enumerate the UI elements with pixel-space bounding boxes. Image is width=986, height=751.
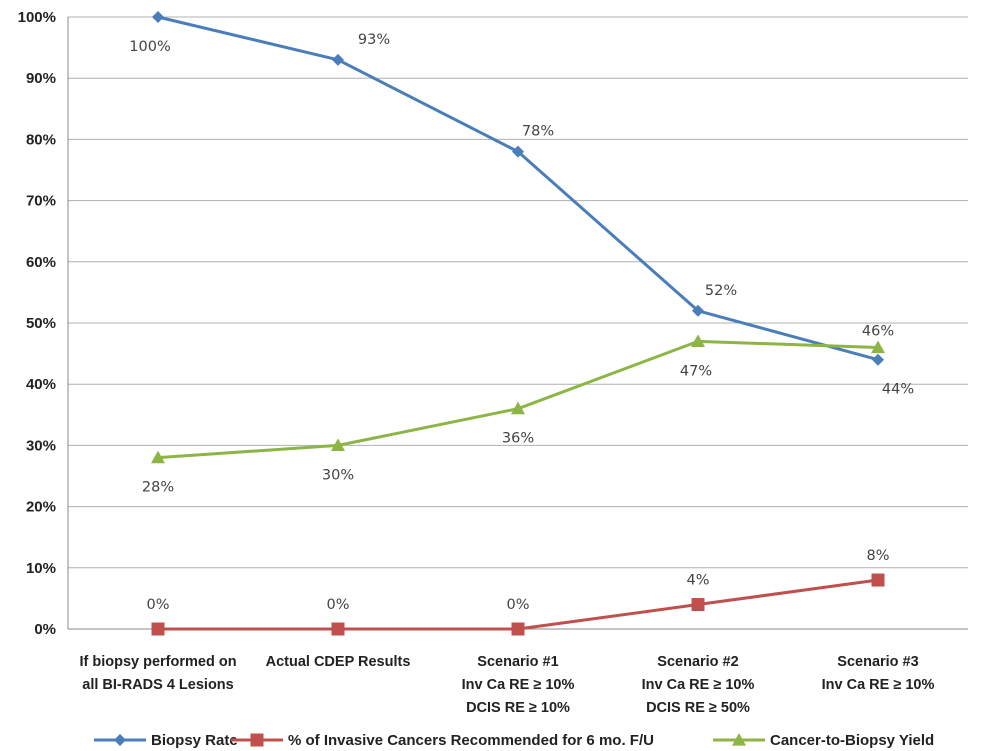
series-line-0 [157,15,879,362]
legend-label: Biopsy Rate [151,732,238,749]
x-category-label: DCIS RE ≥ 10% [466,700,570,716]
data-label: 4% [686,573,709,589]
data-point-1-3 [691,598,705,612]
data-point-1-2 [511,622,525,636]
x-category-label: Scenario #1 [477,654,558,670]
y-tick-label: 90% [26,70,56,87]
x-category-label: all BI-RADS 4 Lesions [82,677,233,693]
y-tick-label: 30% [26,437,56,454]
y-tick-label: 70% [26,193,56,210]
data-point-1-1 [331,622,345,636]
y-tick-label: 20% [26,499,56,516]
y-tick-label: 40% [26,376,56,393]
data-label: 28% [142,480,174,496]
data-point-2-1 [331,438,345,451]
data-label: 30% [322,467,354,483]
legend-label: % of Invasive Cancers Recommended for 6 … [288,732,654,749]
x-category-label: DCIS RE ≥ 50% [646,700,750,716]
data-label: 0% [326,597,349,613]
data-point-1-4 [871,573,885,587]
x-category-label: If biopsy performed on [79,654,236,670]
data-point-2-2 [511,401,525,415]
data-label: 78% [522,124,554,140]
x-category-label: Inv Ca RE ≥ 10% [642,677,755,693]
legend-marker-0 [114,734,126,746]
x-category-label: Inv Ca RE ≥ 10% [822,677,935,693]
data-label: 100% [129,39,170,55]
data-label: 52% [705,283,737,299]
y-tick-label: 10% [26,560,56,577]
data-point-0-1 [332,53,344,66]
data-point-0-4 [872,353,884,366]
data-label: 44% [882,382,914,398]
data-point-1-0 [151,622,165,636]
x-category-label: Actual CDEP Results [266,654,411,670]
data-point-2-4 [871,340,885,354]
data-label: 8% [866,548,889,564]
data-point-2-3 [691,334,705,347]
data-label: 47% [680,363,712,379]
y-tick-label: 0% [34,621,56,638]
data-point-2-0 [151,450,165,464]
y-tick-label: 50% [26,315,56,332]
legend-marker-1 [250,733,264,747]
y-tick-label: 100% [18,9,56,26]
data-label: 0% [146,597,169,613]
x-category-label: Scenario #2 [657,654,738,670]
x-category-label: Scenario #3 [837,654,918,670]
data-label: 46% [862,323,894,339]
data-label: 36% [502,431,534,447]
y-tick-label: 60% [26,254,56,271]
data-point-0-2 [512,145,524,158]
data-label: 0% [506,597,529,613]
legend-label: Cancer-to-Biopsy Yield [770,732,934,749]
data-label: 93% [358,32,390,48]
x-category-label: Inv Ca RE ≥ 10% [462,677,575,693]
y-tick-label: 80% [26,131,56,148]
data-point-0-3 [692,304,704,317]
data-point-0-0 [152,11,164,23]
legend-marker-2 [732,733,746,746]
